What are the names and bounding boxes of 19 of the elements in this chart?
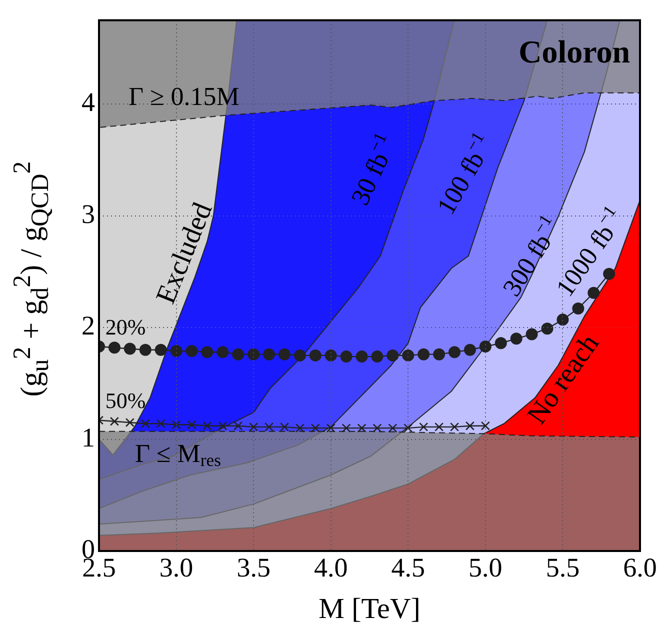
x-tick-label: 4.5	[391, 552, 426, 582]
chart-title: Coloron	[518, 33, 630, 70]
y-tick-label: 2	[82, 310, 95, 341]
y-tick-label: 4	[82, 87, 96, 118]
annotation: Γ ≥ 0.15M	[128, 82, 240, 112]
annotation: 300 fb−1	[496, 210, 558, 302]
annotation: 30 fb−1	[345, 129, 395, 210]
y-tick-label: 1	[82, 422, 95, 452]
y-tick-label: 3	[82, 198, 95, 229]
x-tick-label: 4.0	[314, 552, 348, 582]
x-tick-label: 3.0	[159, 552, 194, 582]
x-tick-label: 5.0	[468, 552, 502, 582]
x-tick-label: 3.5	[236, 552, 270, 582]
annotation: 50%	[105, 388, 146, 414]
x-tick-label: 5.5	[546, 552, 580, 582]
annotation: 100 fb−1	[431, 128, 490, 220]
annotation: 20%	[105, 314, 146, 340]
x-tick-label: 6.0	[623, 552, 657, 582]
x-axis-title: M [TeV]	[318, 593, 420, 626]
